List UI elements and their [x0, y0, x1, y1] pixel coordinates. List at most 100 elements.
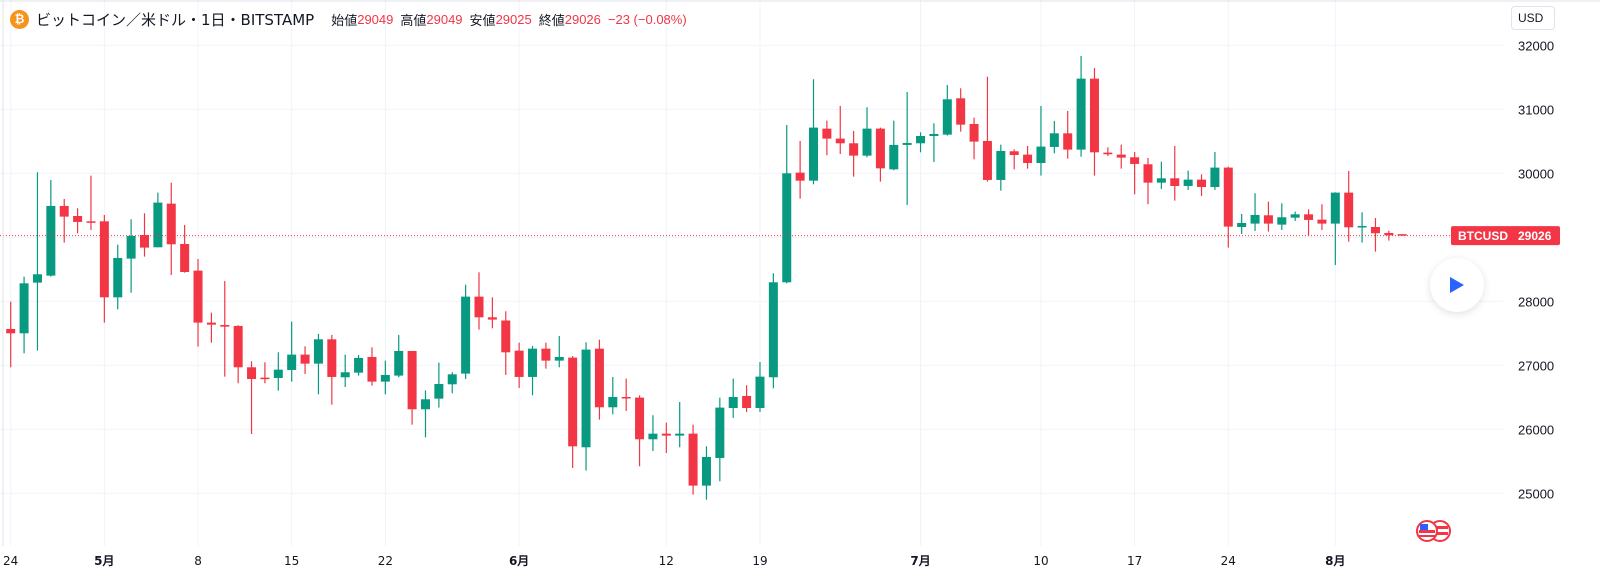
symbol-legend: ₿ ビットコイン／米ドル・1日・BITSTAMP 始値 29049 高値 29049… [10, 8, 687, 30]
candle [1049, 120, 1059, 154]
candle [1277, 203, 1287, 230]
candle-body [768, 282, 778, 378]
candle-body [862, 128, 872, 156]
candle-body [728, 396, 738, 408]
candle-body [528, 348, 538, 377]
candle-body [86, 221, 96, 223]
candle-body [541, 348, 551, 361]
candle [969, 117, 979, 160]
candle [742, 385, 752, 412]
candle [220, 280, 230, 377]
price-axis[interactable]: 25000 26000 27000 28000 30000 31000 32000 [1518, 38, 1554, 501]
candle [701, 446, 711, 500]
grid [0, 0, 1505, 546]
candle-body [19, 283, 29, 334]
time-tick-label: 22 [378, 554, 393, 568]
candle [822, 120, 832, 156]
candle [367, 347, 377, 386]
candle [260, 362, 270, 384]
candle-body [407, 350, 417, 410]
candle-body [1263, 215, 1273, 224]
candle-body [113, 257, 123, 298]
play-button[interactable] [1430, 258, 1484, 312]
candle [875, 127, 885, 182]
candle-body [942, 99, 952, 135]
candle [300, 346, 310, 374]
candle [313, 333, 323, 395]
candle-body [701, 456, 711, 486]
candle [340, 354, 350, 387]
symbol-title[interactable]: ビットコイン／米ドル・1日・BITSTAMP [36, 10, 315, 29]
candle [287, 321, 297, 382]
price-tick-label: 28000 [1518, 294, 1554, 309]
candle-body [99, 221, 109, 298]
candle [1304, 209, 1314, 236]
candle [635, 395, 645, 467]
price-tag-value: 29026 [1518, 229, 1552, 243]
candle-body [1116, 154, 1126, 158]
candle-body [474, 296, 484, 318]
candle [755, 361, 765, 412]
candle-body [1103, 152, 1113, 155]
candle [1237, 213, 1247, 234]
candle-body [247, 367, 257, 379]
candle-body [675, 433, 685, 436]
candle [180, 224, 190, 273]
play-icon [1450, 277, 1464, 293]
candle [1103, 147, 1113, 156]
time-tick-label: 19 [752, 554, 767, 568]
candle [889, 120, 899, 171]
time-tick-label: 8 [194, 554, 202, 568]
candle [956, 88, 966, 132]
us-flag-icon[interactable] [1416, 520, 1451, 542]
candle [59, 198, 69, 243]
candle-body [434, 383, 444, 399]
close-label: 終値 [538, 13, 565, 29]
price-tag-symbol: BTCUSD [1458, 229, 1508, 243]
candle [1317, 204, 1327, 230]
candle [1223, 166, 1233, 248]
currency-button[interactable]: USD [1511, 6, 1555, 30]
candle [327, 334, 337, 405]
candle-body [875, 128, 885, 169]
candle [206, 312, 216, 343]
candle [1397, 234, 1407, 236]
candle-body [1344, 192, 1354, 228]
candle [1130, 151, 1140, 195]
candle [1036, 105, 1046, 176]
bitcoin-icon: ₿ [10, 9, 29, 29]
candle [608, 376, 618, 415]
candle-body [166, 203, 176, 245]
price-tick-label: 27000 [1518, 358, 1554, 373]
candle [849, 130, 859, 177]
candle-body [327, 339, 337, 377]
candles [6, 55, 1407, 500]
time-tick-label: 12 [659, 554, 674, 568]
candle-body [461, 296, 471, 374]
candle-body [581, 349, 591, 448]
candle [835, 105, 845, 154]
candle-body [1330, 192, 1340, 224]
candle-body [354, 357, 364, 373]
candle-body [487, 317, 497, 320]
candle-body [661, 433, 671, 436]
candle-body [206, 322, 216, 325]
time-tick-label: 17 [1127, 554, 1142, 568]
candle [809, 79, 818, 185]
candle [782, 124, 792, 284]
candle-body [969, 123, 979, 142]
candle-body [635, 397, 645, 440]
candle [568, 355, 578, 468]
candle-body [501, 320, 511, 353]
candle-body [568, 357, 578, 447]
candle-body [956, 98, 966, 125]
time-axis[interactable]: 24 5月 8 15 22 6月 12 19 7月 10 17 24 8月 [3, 554, 1345, 568]
candle-body [273, 369, 283, 378]
price-tick-label: 30000 [1518, 166, 1554, 181]
candle [1250, 193, 1260, 231]
candle [354, 354, 364, 376]
candle-body [1076, 78, 1086, 150]
candle-body [1250, 214, 1260, 224]
candle-body [180, 243, 190, 272]
